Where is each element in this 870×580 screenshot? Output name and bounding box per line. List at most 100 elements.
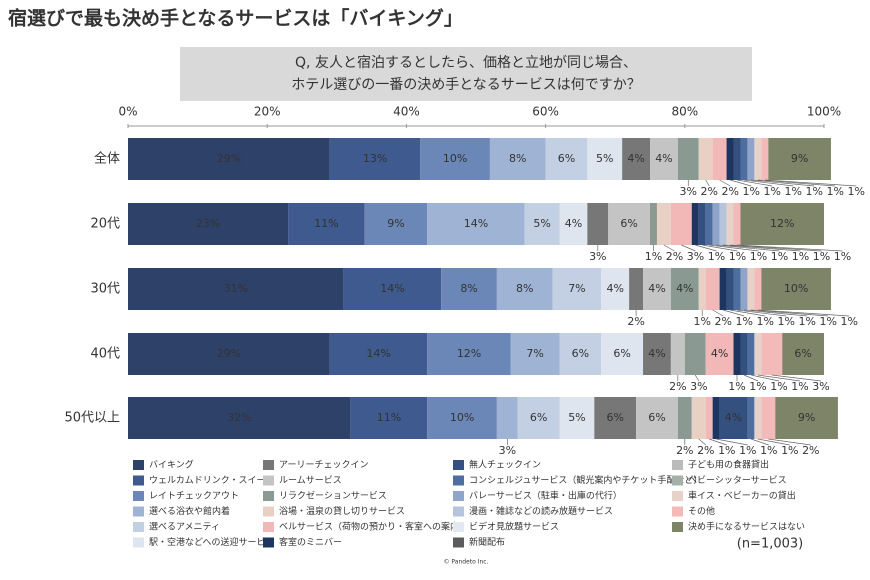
data-label: 1% bbox=[729, 250, 746, 263]
bar-segment bbox=[698, 138, 713, 180]
data-label: 4% bbox=[711, 347, 728, 360]
leader-line bbox=[709, 438, 727, 446]
data-label: 2% bbox=[697, 444, 714, 457]
legend-swatch bbox=[672, 460, 683, 470]
legend-label: ベルサービス（荷物の預かり・客室への案内） bbox=[279, 521, 468, 533]
x-tick-label: 100% bbox=[807, 105, 841, 119]
legend-swatch bbox=[133, 475, 144, 486]
legend-swatch bbox=[263, 506, 274, 517]
leader-line bbox=[694, 374, 700, 382]
bar-segment bbox=[128, 138, 330, 180]
bar-segment bbox=[733, 333, 741, 375]
bar-segment bbox=[559, 203, 588, 245]
leader-line bbox=[730, 244, 822, 252]
data-label: 8% bbox=[460, 282, 477, 295]
data-label: 5% bbox=[596, 152, 613, 165]
data-label: 1% bbox=[764, 185, 781, 198]
bar-segment bbox=[754, 268, 762, 310]
leader-line bbox=[750, 438, 769, 446]
subtitle: Q, 友人と宿泊するとしたら、価格と立地が同じ場合、 bbox=[295, 54, 637, 71]
subtitle: ホテル選びの一番の決め手となるサービスは何ですか？ bbox=[291, 77, 641, 93]
data-label: 2% bbox=[722, 185, 739, 198]
bar-segment bbox=[128, 268, 344, 310]
bar-segment bbox=[670, 203, 692, 245]
legend-label: 駅・空港などへの送迎サービス bbox=[149, 536, 275, 548]
data-label: 3% bbox=[690, 380, 707, 393]
x-tick-label: 20% bbox=[254, 105, 281, 119]
data-label: 14% bbox=[464, 217, 488, 230]
data-label: 6% bbox=[572, 347, 589, 360]
data-label: 13% bbox=[363, 152, 387, 165]
data-label: 1% bbox=[840, 315, 857, 328]
legend-label: レイトチェックアウト bbox=[149, 491, 239, 502]
data-label: 4% bbox=[606, 282, 623, 295]
bar-segment bbox=[329, 333, 428, 375]
bar-segment bbox=[705, 397, 713, 439]
legend-swatch bbox=[453, 460, 464, 470]
legend-label: ビデオ見放題サービス bbox=[469, 521, 559, 533]
legend-swatch bbox=[133, 506, 144, 517]
bar-segment bbox=[733, 203, 741, 245]
bar-segment bbox=[705, 333, 734, 375]
bar-segment bbox=[761, 138, 769, 180]
data-label: 4% bbox=[655, 152, 672, 165]
data-label: 7% bbox=[526, 347, 543, 360]
leader-line bbox=[750, 179, 815, 187]
data-label: 1% bbox=[792, 250, 809, 263]
bar-segment bbox=[608, 203, 650, 245]
bar-segment bbox=[587, 203, 609, 245]
leader-line bbox=[736, 244, 843, 252]
bar-segment bbox=[656, 203, 671, 245]
legend-swatch bbox=[263, 491, 274, 501]
legend-label: アーリーチェックイン bbox=[279, 460, 368, 471]
data-label: 1% bbox=[791, 380, 808, 393]
bar-segment bbox=[684, 333, 706, 375]
bar-segment bbox=[719, 203, 727, 245]
bar-segment bbox=[719, 397, 748, 439]
bar-segment bbox=[559, 333, 602, 375]
bar-segment bbox=[670, 333, 685, 375]
data-label: 1% bbox=[718, 444, 735, 457]
legend-swatch bbox=[133, 460, 144, 470]
data-label: 1% bbox=[770, 380, 787, 393]
data-label: 4% bbox=[565, 217, 582, 230]
bar-segment bbox=[719, 268, 727, 310]
leader-line bbox=[729, 179, 752, 187]
data-label: 5% bbox=[533, 217, 550, 230]
data-label: 1% bbox=[771, 250, 788, 263]
leader-line bbox=[757, 309, 850, 317]
bar-segment bbox=[350, 397, 428, 439]
legend-label: 客室のミニバー bbox=[279, 536, 342, 548]
data-label: 1% bbox=[798, 315, 815, 328]
bar-segment bbox=[747, 397, 755, 439]
bar-segment bbox=[496, 268, 553, 310]
data-label: 31% bbox=[224, 282, 248, 295]
data-label: 2% bbox=[627, 315, 644, 328]
leader-line bbox=[757, 179, 836, 187]
data-label: 11% bbox=[314, 217, 338, 230]
bar-segment bbox=[705, 268, 720, 310]
bar-segment bbox=[698, 268, 706, 310]
bar-segment bbox=[288, 203, 365, 245]
bar-segment bbox=[594, 397, 637, 439]
data-label: 3% bbox=[812, 380, 829, 393]
bar-segment bbox=[510, 333, 560, 375]
data-label: 6% bbox=[794, 347, 811, 360]
legend-label: 選べる浴衣や館内着 bbox=[149, 505, 230, 517]
bar-segment bbox=[545, 138, 588, 180]
data-label: 11% bbox=[377, 411, 401, 424]
legend-label: 車イス・ベビーカーの貸出 bbox=[688, 490, 796, 502]
data-label: 6% bbox=[530, 411, 547, 424]
bar-segment bbox=[128, 333, 330, 375]
bar-segment bbox=[496, 397, 518, 439]
bar-segment bbox=[733, 138, 741, 180]
data-label: 32% bbox=[227, 411, 251, 424]
legend-label: 選べるアメニティ bbox=[149, 522, 220, 533]
bar-segment bbox=[740, 138, 748, 180]
data-label: 1% bbox=[781, 444, 798, 457]
leader-line bbox=[750, 374, 780, 382]
bar-segment bbox=[754, 138, 762, 180]
legend-swatch bbox=[672, 491, 683, 501]
bar-segment bbox=[343, 268, 442, 310]
